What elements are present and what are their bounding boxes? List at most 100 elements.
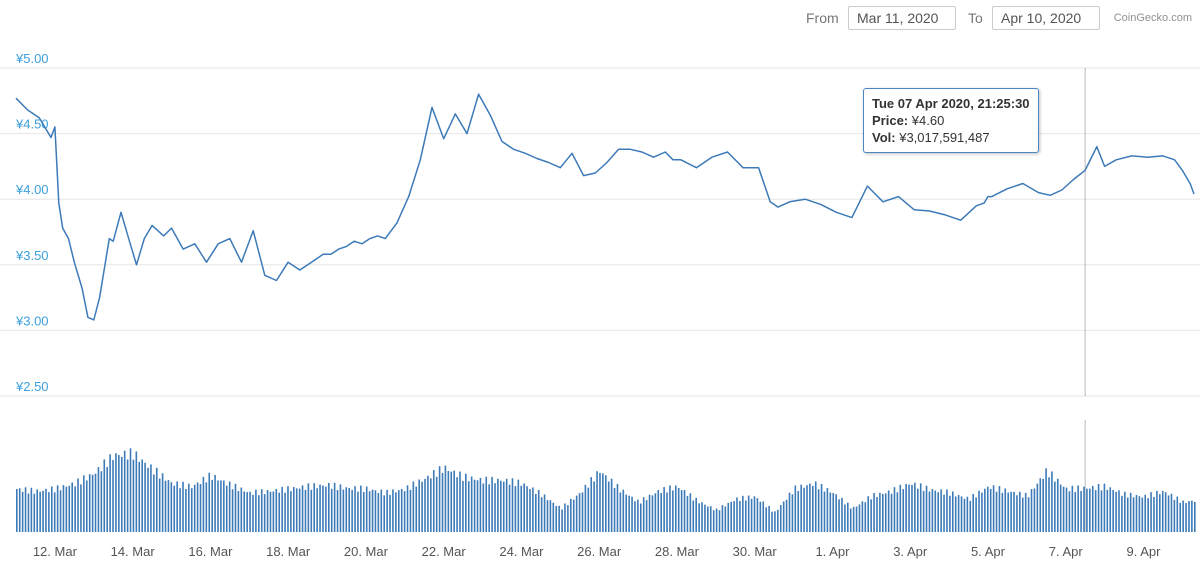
volume-bar <box>1118 490 1120 532</box>
volume-bar <box>978 490 980 532</box>
volume-bar <box>485 476 488 532</box>
volume-bar <box>217 480 219 532</box>
volume-bar <box>465 473 467 532</box>
volume-bar <box>1068 491 1071 532</box>
volume-bar <box>669 485 671 532</box>
volume-bar <box>435 476 438 532</box>
volume-bar <box>453 470 455 532</box>
volume-bar <box>380 489 383 532</box>
volume-bar <box>1004 488 1007 532</box>
volume-bar <box>118 455 120 532</box>
volume-bar <box>91 474 94 532</box>
volume-bar <box>415 486 418 532</box>
volume-bar <box>205 482 208 532</box>
volume-bar <box>330 488 333 532</box>
volume-bar <box>188 483 190 532</box>
volume-bar <box>610 478 613 532</box>
volume-bar <box>949 495 951 532</box>
volume-bar <box>742 495 744 532</box>
volume-bar <box>500 480 502 532</box>
to-date-input[interactable]: Apr 10, 2020 <box>992 6 1100 30</box>
credit-label[interactable]: CoinGecko.com <box>1113 12 1192 24</box>
volume-bar <box>1173 499 1176 532</box>
volume-bar <box>1194 502 1196 532</box>
volume-bar <box>838 499 840 532</box>
volume-bar <box>1103 483 1106 532</box>
volume-bar <box>879 492 881 532</box>
volume-bar <box>1074 491 1077 532</box>
volume-bar <box>1042 478 1044 532</box>
volume-bar <box>613 488 616 532</box>
volume-bar <box>605 475 607 532</box>
volume-bar <box>695 497 697 532</box>
volume-bar <box>1126 497 1129 532</box>
volume-bar <box>628 495 630 532</box>
volume-bar <box>16 489 18 532</box>
volume-bar <box>153 474 155 532</box>
tooltip-vol-label: Vol: <box>872 130 896 145</box>
volume-bar <box>345 487 348 532</box>
volume-bar <box>421 481 423 532</box>
volume-bar <box>357 491 359 532</box>
volume-bar <box>578 493 581 532</box>
volume-bar <box>712 510 715 532</box>
volume-bar <box>1001 492 1004 532</box>
volume-bar <box>575 495 578 532</box>
volume-bar <box>707 506 709 532</box>
volume-bar <box>919 483 922 532</box>
volume-bar <box>779 505 782 532</box>
volume-bar <box>220 480 222 532</box>
volume-bar <box>1013 491 1015 532</box>
volume-bar <box>1059 484 1062 532</box>
volume-bar <box>753 496 756 532</box>
volume-bar <box>806 485 808 532</box>
volume-bar <box>864 502 867 532</box>
volume-bar <box>654 493 657 532</box>
x-tick-label: 22. Mar <box>422 544 467 559</box>
volume-bar <box>190 488 193 532</box>
volume-bar <box>774 511 776 532</box>
from-date-input[interactable]: Mar 11, 2020 <box>848 6 956 30</box>
volume-bar <box>870 499 872 532</box>
volume-bar <box>418 479 420 532</box>
volume-bar <box>59 490 62 532</box>
volume-bar <box>931 489 934 532</box>
x-tick-label: 12. Mar <box>33 544 78 559</box>
volume-bar <box>873 493 875 532</box>
volume-bar <box>826 488 829 532</box>
volume-bar <box>666 492 668 532</box>
x-tick-label: 5. Apr <box>971 544 1006 559</box>
volume-bar <box>1153 496 1155 532</box>
volume-bar <box>631 496 633 532</box>
volume-bar <box>1167 495 1170 532</box>
tooltip-price-value: ¥4.60 <box>911 113 945 128</box>
volume-bar <box>85 480 88 532</box>
volume-bar <box>1048 477 1050 532</box>
volume-bar <box>395 492 397 532</box>
volume-bar <box>543 494 546 532</box>
volume-bar <box>663 487 665 532</box>
volume-bar <box>537 489 540 532</box>
volume-bar <box>701 502 703 532</box>
volume-bar <box>1182 500 1184 532</box>
volume-bar <box>847 502 849 532</box>
volume-bar <box>1083 486 1085 532</box>
volume-bar <box>599 473 601 532</box>
volume-bar <box>981 492 983 532</box>
volume-bar <box>914 482 916 532</box>
volume-bar <box>523 483 525 532</box>
volume-bar <box>951 491 954 532</box>
volume-bar <box>24 487 27 532</box>
volume-bar <box>193 484 196 532</box>
volume-bar <box>409 489 412 532</box>
volume-bar <box>223 480 225 532</box>
volume-bar <box>844 504 846 532</box>
volume-bar <box>147 467 149 532</box>
x-tick-label: 26. Mar <box>577 544 622 559</box>
volume-bar <box>161 473 164 532</box>
x-axis: 12. Mar 14. Mar 16. Mar 18. Mar 20. Mar 22. M… <box>33 544 1161 559</box>
volume-bar <box>56 485 59 532</box>
volume-bar <box>954 496 957 532</box>
volume-bar <box>567 505 569 532</box>
